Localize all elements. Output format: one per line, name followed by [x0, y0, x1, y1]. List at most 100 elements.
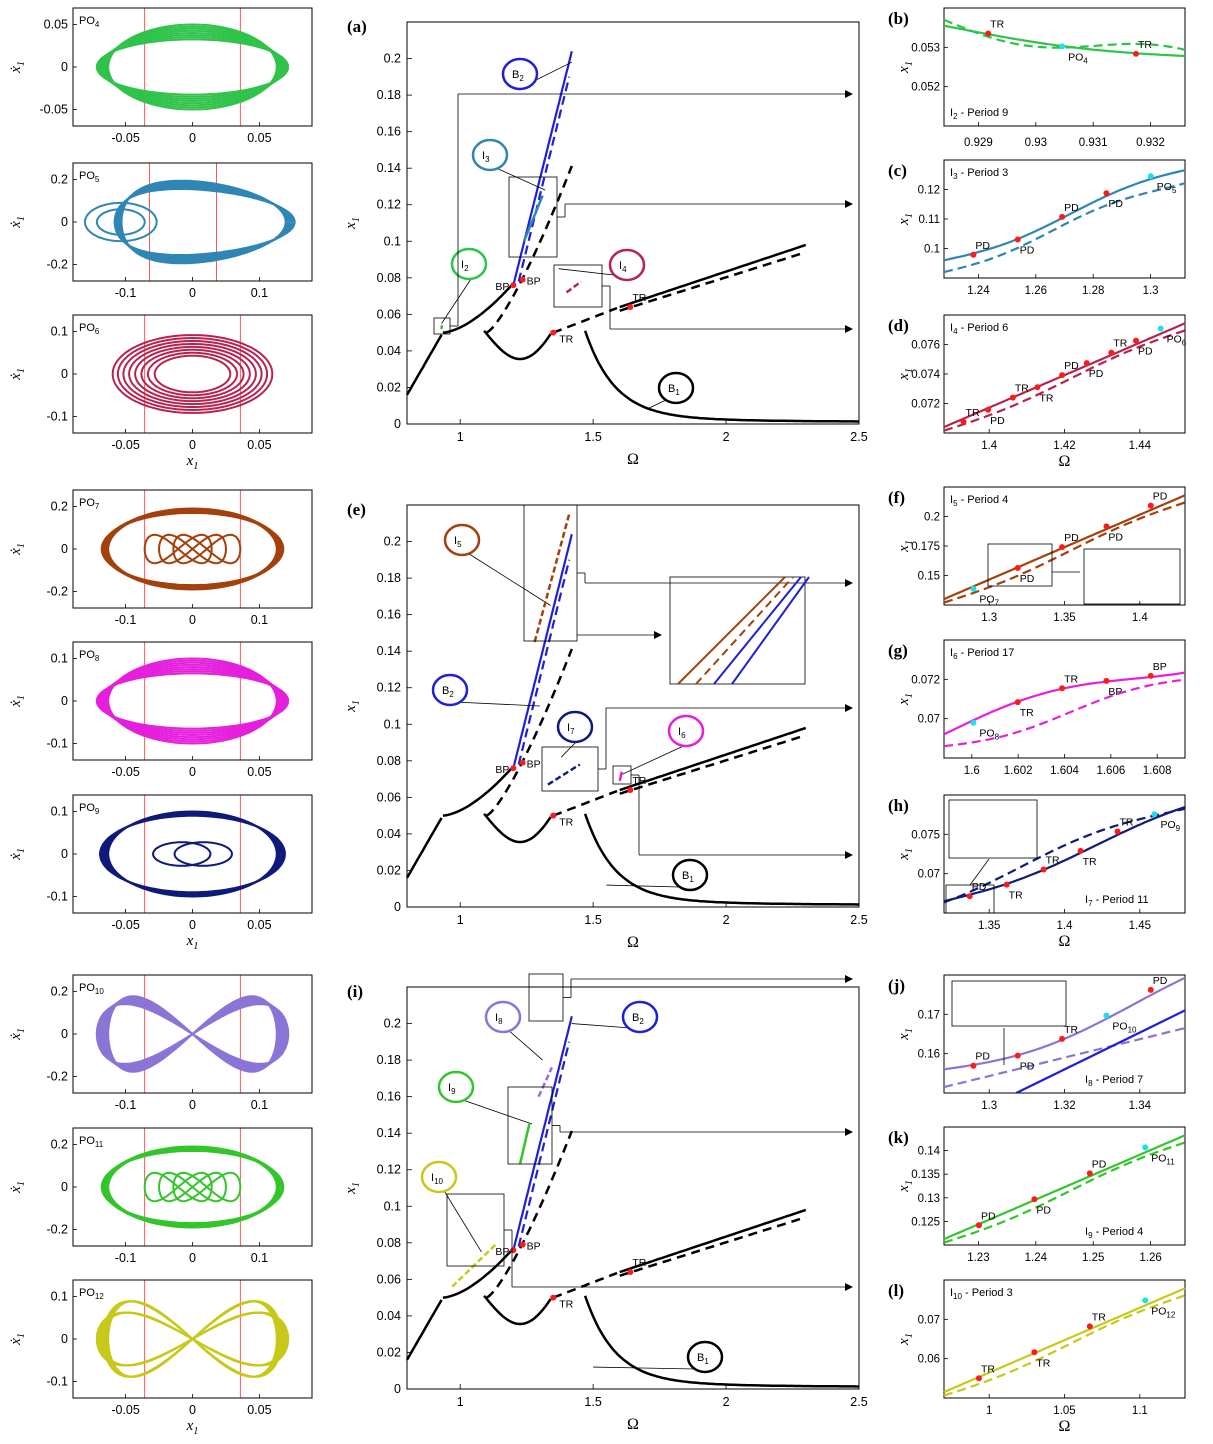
callout-circle [657, 371, 695, 405]
point-marker [1103, 523, 1110, 530]
orbit-xtick-label: -0.05 [111, 918, 140, 932]
callout-arrow [493, 166, 546, 191]
zoom-xtick-label: 1.34 [1129, 1100, 1152, 1112]
b1-dip [483, 812, 552, 844]
tr-marker [627, 787, 634, 794]
point-marker [1059, 1035, 1066, 1042]
zoom-curves [943, 1134, 1186, 1244]
orbit-ytick-label: 0.05 [44, 18, 68, 32]
zoom-unstable [943, 1294, 1186, 1397]
inset-curve [731, 576, 810, 685]
orbit-ytick-label: 0.2 [51, 985, 68, 999]
ytick-label: 0.14 [377, 161, 401, 175]
orbit-panel-PO7: PO7 0.2 0 -0.2 -0.1 0 0.1 ẋ1 [8, 489, 313, 627]
branch-B1-unstable [486, 165, 807, 334]
point-label: PD [1020, 244, 1035, 256]
callout-label: I10 [431, 1172, 444, 1186]
orbit-loop [116, 336, 269, 412]
orbit-loop [122, 340, 263, 408]
orbit-ytick-label: 0 [61, 694, 68, 708]
orbit-loop [95, 672, 290, 730]
zoom-xtick-label: 1.32 [1053, 1100, 1075, 1112]
orbit-xtick-label: -0.05 [111, 131, 140, 145]
callout-I6: I6 [619, 714, 705, 776]
orbit-loop [157, 533, 227, 565]
orbit-xlabel: x1 [186, 1418, 199, 1437]
callout-B2: B2 [571, 1000, 659, 1034]
b1-unstable-rise [486, 165, 573, 334]
orbit-loop [172, 533, 242, 565]
zoom-ytick-label: 0.175 [911, 541, 940, 553]
point-marker [1103, 190, 1110, 197]
orbit-ylabel: ẋ1 [8, 1181, 27, 1194]
point-label: PD [1064, 532, 1079, 544]
callout-I4: I4 [558, 248, 646, 282]
xtick-label: 2 [723, 1395, 730, 1409]
orbit-loop [98, 1000, 286, 1068]
ylabel-text: x1 [343, 217, 362, 230]
b1-unstable-mid [552, 789, 618, 817]
orbit-panel-PO12: PO12 0.1 0 -0.1 -0.05 0 0.05 ẋ1 x1 [8, 1279, 313, 1437]
orbit-curves [111, 334, 274, 414]
orbit-loop [120, 179, 287, 265]
b2-unstable [517, 76, 571, 282]
point-label: PD [1108, 531, 1123, 543]
orbit-loop [83, 201, 158, 243]
orbit-ytick-label: 0 [61, 1027, 68, 1041]
zoom-box [528, 973, 853, 1022]
zoom-xlabel: Ω [1059, 453, 1071, 470]
zoom-title: I9 - Period 4 [1085, 1226, 1143, 1240]
orbit-loop [95, 1003, 290, 1065]
orbit-loop [134, 345, 251, 403]
ytick-label: 0.02 [377, 1345, 401, 1359]
zoom-inset-arrow [969, 858, 990, 886]
orbit-curves [100, 1145, 285, 1229]
main-frame [406, 986, 860, 1390]
zoom-ylabel: x1 [896, 848, 915, 861]
isola-I10 [451, 1241, 499, 1288]
zoom-panel-d: (d) I4 - Period 6 0.076 0.074 0.072 1.4 1.42 1.… [888, 314, 1187, 470]
point-label: TR [1046, 854, 1060, 866]
po-marker [970, 719, 977, 726]
orbit-ylabel: ẋ1 [8, 848, 27, 861]
orbit-xtick-label: -0.1 [115, 613, 137, 627]
ytick-label: 0.2 [384, 535, 401, 549]
point-marker [1059, 544, 1066, 551]
orbit-curves [100, 507, 285, 591]
zoom-title: I4 - Period 6 [950, 322, 1008, 336]
zoom-arrow-head [845, 851, 853, 859]
b2-stable [512, 1015, 573, 1251]
zoom-ylabel: x1 [896, 1028, 915, 1041]
orbit-panel-PO9: PO9 0.1 0 -0.1 -0.05 0 0.05 ẋ1 x1 [8, 794, 313, 952]
callout-arrow [441, 275, 474, 324]
point-label: PD [1064, 360, 1079, 372]
point-label: TR [966, 407, 980, 419]
callout-circle [621, 1000, 659, 1034]
orbit-xtick-label: -0.05 [111, 438, 140, 452]
zoom-xtick-label: 1.44 [1129, 440, 1152, 452]
orbit-curves [98, 810, 286, 898]
zoom-xtick-label: 0.93 [1025, 137, 1047, 149]
branch-B2 [512, 1015, 573, 1251]
zoom-arrow-head [845, 704, 853, 712]
orbit-ylabel-text: ẋ1 [8, 216, 27, 229]
orbit-xlabel-text: x1 [186, 453, 199, 472]
callout-B1: B1 [606, 858, 709, 892]
zoom-box [433, 90, 853, 335]
branch-B2 [512, 533, 573, 769]
callout-I8: I8 [484, 1000, 543, 1061]
orbit-xlabel: x1 [186, 453, 199, 472]
callout-B2: B2 [431, 673, 540, 707]
zoom-unstable [943, 329, 1186, 432]
point-label: PD [1108, 198, 1123, 210]
zoom-xtick-label: 0.932 [1136, 137, 1165, 149]
tr-label: TR [559, 334, 573, 346]
orbit-loop [97, 36, 288, 98]
ytick-label: 0.02 [377, 380, 401, 394]
xtick-label: 2.5 [850, 430, 867, 444]
callout-I9: I9 [437, 1070, 533, 1125]
zoom-xtick-label: 1.604 [1050, 765, 1079, 777]
zoom-arrow-head [845, 200, 853, 208]
point-marker [1147, 502, 1154, 509]
zoom-xtick-label: 1.606 [1096, 765, 1125, 777]
